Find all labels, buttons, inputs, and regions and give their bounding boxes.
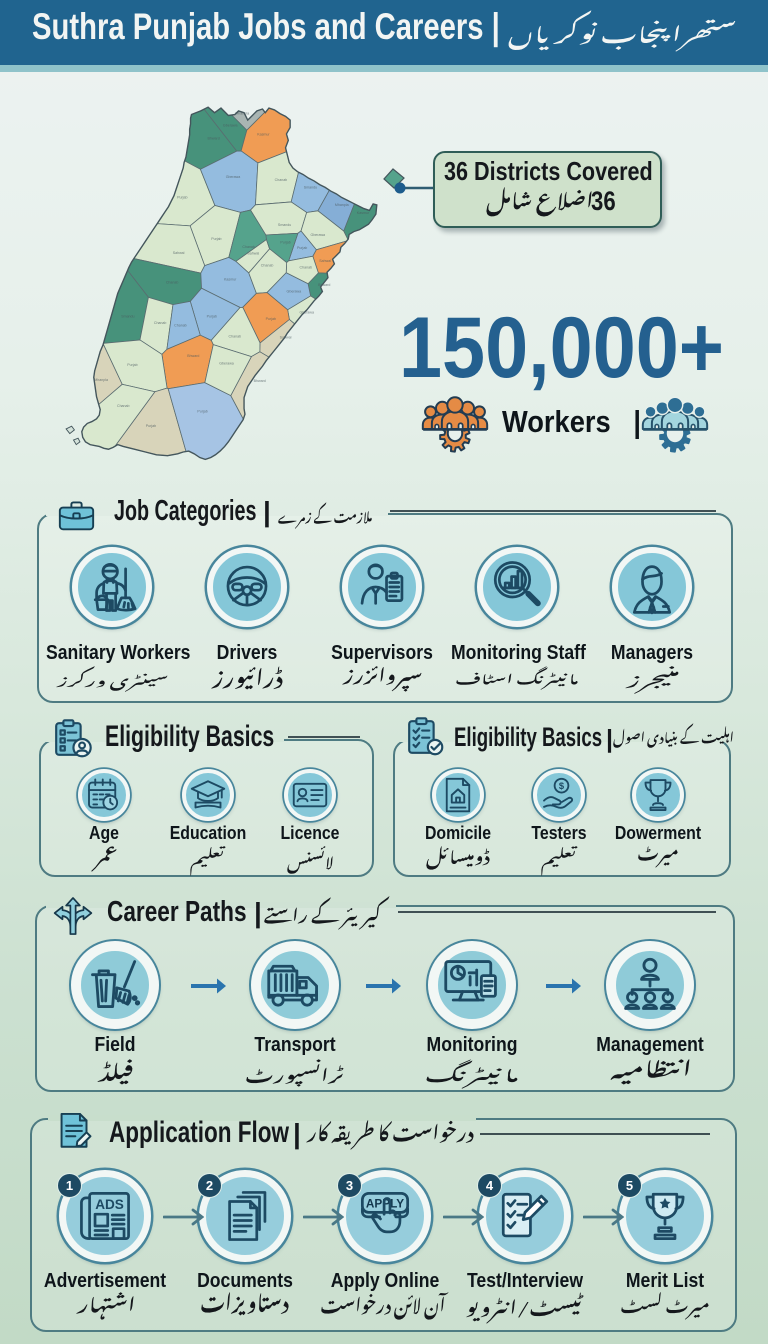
svg-text:Mhanpla: Mhanpla: [94, 378, 108, 382]
svg-text:Sahwal: Sahwal: [280, 336, 292, 340]
svg-text:Sahwal: Sahwal: [319, 259, 331, 263]
svg-text:Gberawa: Gberawa: [287, 289, 302, 293]
svg-text:Chanab: Chanab: [229, 335, 242, 339]
svg-text:Gberawa: Gberawa: [219, 361, 234, 365]
svg-text:Purjab: Purjab: [280, 241, 290, 245]
svg-text:ADS: ADS: [95, 1197, 124, 1212]
svg-text:Chanab: Chanab: [166, 280, 179, 284]
svg-text:Sahwal: Sahwal: [247, 252, 259, 256]
svg-text:Purjab: Purjab: [297, 246, 307, 250]
svg-text:Smandu: Smandu: [304, 185, 317, 189]
svg-text:Purjab: Purjab: [211, 237, 221, 241]
svg-text:Purjab: Purjab: [207, 314, 217, 318]
svg-text:Bhward: Bhward: [318, 283, 330, 287]
svg-text:Gberawa: Gberawa: [223, 124, 238, 128]
svg-text:Kasmur: Kasmur: [257, 133, 270, 137]
svg-text:Purjab: Purjab: [146, 424, 156, 428]
svg-text:Smandu: Smandu: [121, 314, 134, 318]
svg-text:Sahwal: Sahwal: [173, 251, 185, 255]
svg-text:Mhanpla: Mhanpla: [235, 112, 249, 116]
svg-text:Chanab: Chanab: [261, 264, 274, 268]
svg-text:Smandu: Smandu: [278, 223, 291, 227]
svg-text:Purjab: Purjab: [197, 409, 207, 413]
svg-text:Gberawa: Gberawa: [299, 311, 314, 315]
svg-text:Chanab: Chanab: [154, 321, 167, 325]
svg-text:Mhanpla: Mhanpla: [335, 203, 349, 207]
svg-text:Chanab: Chanab: [300, 266, 313, 270]
svg-text:Chanab: Chanab: [117, 404, 130, 408]
svg-text:Kasmur: Kasmur: [357, 211, 370, 215]
svg-text:Chanab: Chanab: [174, 324, 187, 328]
svg-text:Bhward: Bhward: [208, 136, 220, 140]
svg-text:Chanab: Chanab: [275, 178, 288, 182]
svg-text:Bhward: Bhward: [254, 379, 266, 383]
svg-text:Bhward: Bhward: [187, 354, 199, 358]
svg-text:Kasmur: Kasmur: [224, 278, 237, 282]
svg-text:Chanab: Chanab: [242, 245, 255, 249]
svg-text:Purjab: Purjab: [266, 317, 276, 321]
svg-text:Gberawa: Gberawa: [226, 175, 241, 179]
svg-text:Purjab: Purjab: [177, 195, 187, 199]
svg-text:Purjab: Purjab: [127, 363, 137, 367]
svg-text:$: $: [559, 781, 565, 791]
svg-text:Gberawa: Gberawa: [311, 233, 326, 237]
